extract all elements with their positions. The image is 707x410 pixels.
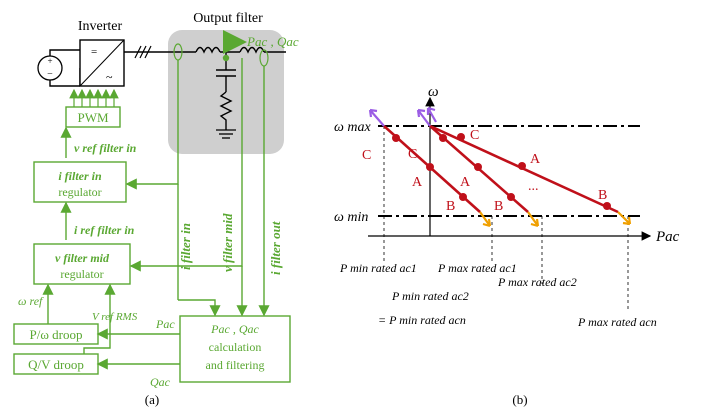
pac-qac-label: Pac , Qac bbox=[246, 34, 299, 49]
point-b-1: B bbox=[446, 199, 455, 214]
svg-text:−: − bbox=[47, 69, 53, 80]
point-c-3: C bbox=[470, 128, 479, 143]
point-a-3: A bbox=[530, 152, 541, 167]
i-filter-in-reg-label-1: i filter in bbox=[58, 169, 102, 183]
calculation-block bbox=[179, 315, 291, 383]
v-ref-rms-label: V ref RMS bbox=[92, 311, 138, 323]
pmin-ac1-label: P min rated ac1 bbox=[339, 261, 417, 275]
three-phase-mark bbox=[134, 45, 152, 59]
v-filter-mid-vlabel: v filter mid bbox=[220, 213, 235, 272]
pmin-ac2-label: P min rated ac2 bbox=[391, 289, 469, 303]
pmax-ac2-label: P max rated ac2 bbox=[497, 275, 577, 289]
omega-ref-label: ω ref bbox=[18, 294, 44, 308]
i-filter-out-vlabel: i filter out bbox=[268, 221, 283, 275]
point-c-1: C bbox=[362, 148, 371, 163]
arrow-up-icons bbox=[368, 106, 437, 127]
svg-text:~: ~ bbox=[106, 70, 113, 84]
y-axis-label: ω bbox=[428, 84, 439, 100]
pmax-acn-label: P max rated acn bbox=[577, 315, 657, 329]
rated-drop-lines bbox=[383, 126, 629, 312]
output-filter-label: Output filter bbox=[193, 11, 263, 26]
pac-label: Pac bbox=[155, 317, 175, 331]
omega-min-label: ω min bbox=[334, 210, 368, 225]
pwm-label: PWM bbox=[77, 110, 109, 125]
pmin-acn-label: = P min rated acn bbox=[378, 313, 466, 327]
q-v-droop-label: Q/V droop bbox=[28, 357, 84, 372]
i-ref-filter-in-label: i ref filter in bbox=[74, 223, 135, 237]
pwm-gate-arrows bbox=[69, 88, 119, 107]
point-a-1: A bbox=[412, 175, 423, 190]
mid-node-dot bbox=[222, 54, 230, 62]
calc-label-3: and filtering bbox=[206, 358, 265, 372]
calc-label-1: Pac , Qac bbox=[210, 322, 259, 336]
i-filter-in-vlabel: i filter in bbox=[178, 223, 193, 270]
svg-text:+: + bbox=[47, 56, 52, 66]
inductor-1-icon bbox=[195, 46, 221, 54]
point-b-2: B bbox=[494, 199, 503, 214]
ground-icon bbox=[216, 129, 236, 139]
pwm-block bbox=[65, 106, 121, 128]
i-filter-in-reg-label-2: regulator bbox=[58, 185, 101, 199]
p-omega-droop-label: P/ω droop bbox=[30, 327, 83, 342]
inverter-icon: = ~ bbox=[79, 39, 125, 87]
point-c-2: C bbox=[408, 147, 417, 162]
inverter-label: Inverter bbox=[78, 19, 123, 34]
panel-a: Output filter Inverter + − = ~ bbox=[13, 11, 299, 407]
v-ref-filter-in-label: v ref filter in bbox=[74, 141, 137, 155]
qac-label: Qac bbox=[150, 375, 171, 389]
operating-points bbox=[392, 133, 611, 210]
x-axis-label: Pac bbox=[655, 229, 680, 245]
v-filter-mid-reg-label-1: v filter mid bbox=[55, 251, 110, 265]
i-filter-in-regulator-block bbox=[33, 161, 127, 203]
panel-b: ω Pac ω max ω min C A B C A B C A ... bbox=[334, 84, 680, 407]
v-filter-mid-reg-label-2: regulator bbox=[60, 267, 103, 281]
point-b-3: B bbox=[598, 188, 607, 203]
arrow-down-icons bbox=[479, 211, 632, 228]
caption-b: (b) bbox=[512, 392, 527, 407]
svg-text:=: = bbox=[91, 46, 97, 58]
ellipsis-label: ... bbox=[528, 179, 539, 194]
calc-label-2: calculation bbox=[209, 340, 262, 354]
omega-max-label: ω max bbox=[334, 120, 371, 135]
caption-a: (a) bbox=[145, 392, 159, 407]
resistor-icon bbox=[219, 91, 233, 130]
point-a-2: A bbox=[460, 175, 471, 190]
pmax-ac1-label: P max rated ac1 bbox=[437, 261, 517, 275]
dc-source-icon: + − bbox=[37, 49, 81, 87]
